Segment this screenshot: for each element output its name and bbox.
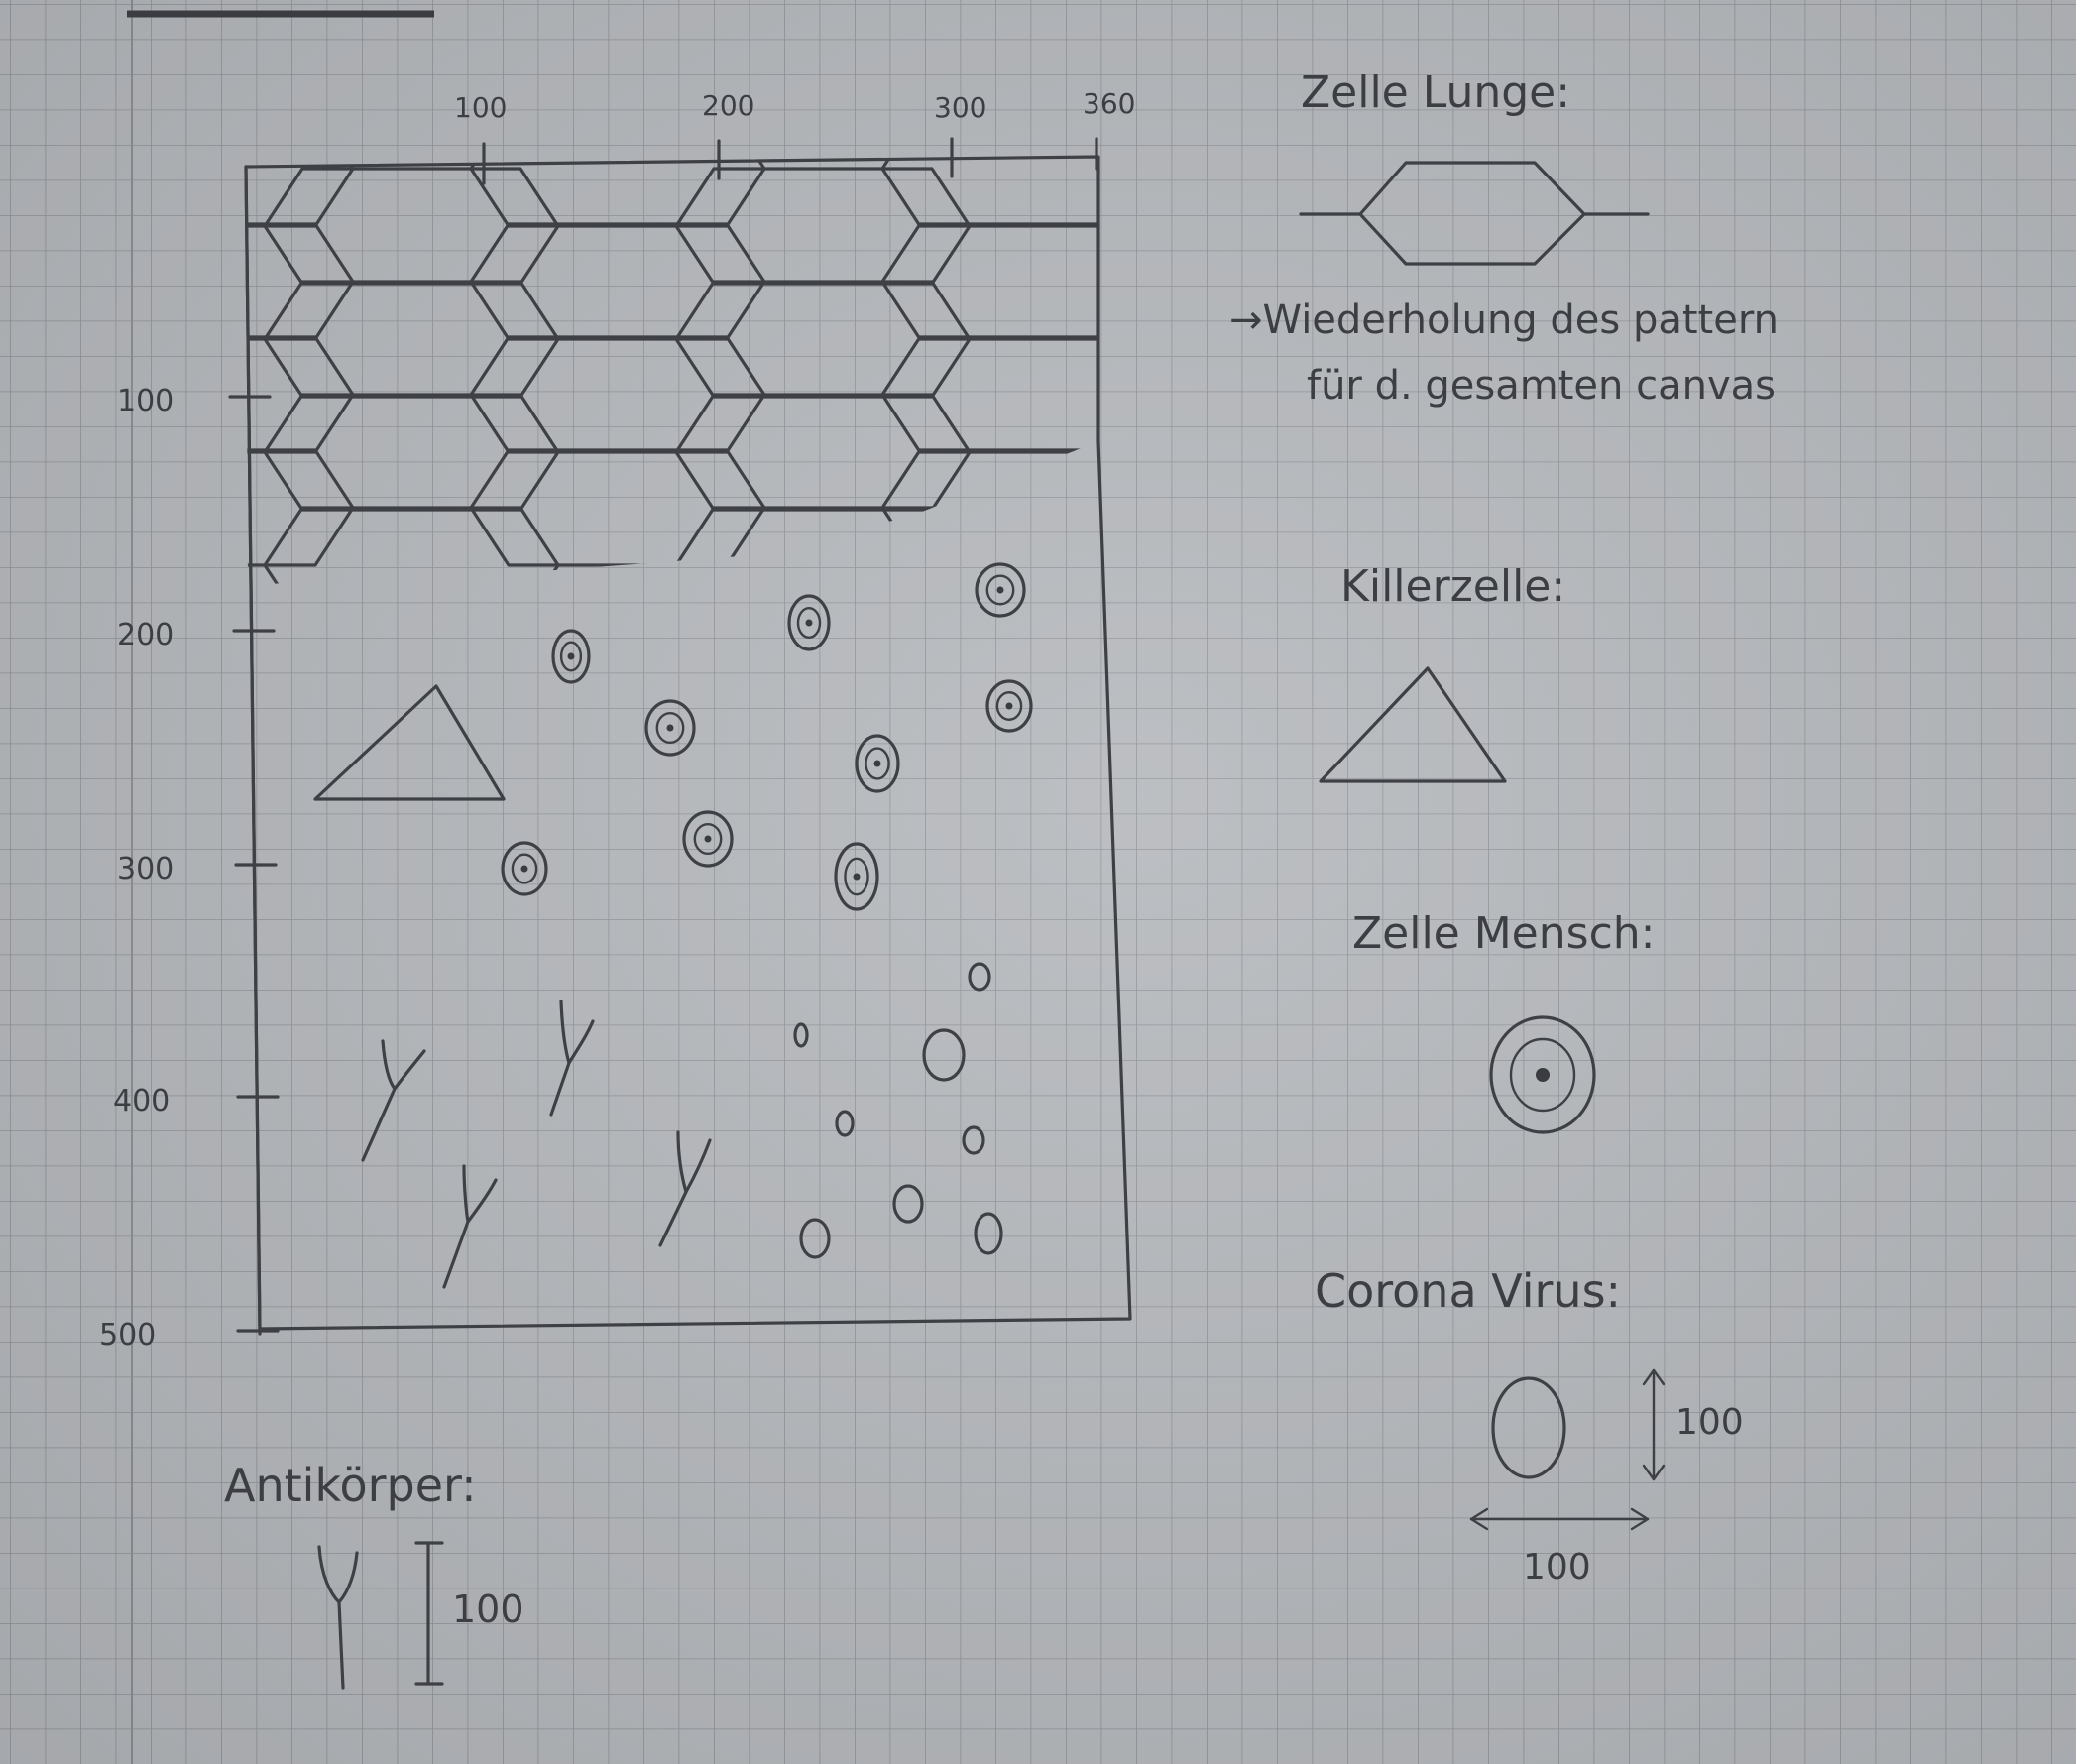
antibodies-on-canvas: [361, 1000, 712, 1289]
legend-corona-virus-icon: [1491, 1376, 1566, 1479]
antibody-2: [549, 1000, 595, 1117]
x-tick-label-300: 300: [934, 91, 986, 124]
human-cell: [501, 841, 548, 896]
y-tick-label-400: 400: [113, 1084, 170, 1118]
legend-human-cell-title: Zelle Mensch:: [1352, 908, 1655, 959]
x-axis-labels: 100 200 300 360: [454, 87, 1135, 124]
y-tick-label-300: 300: [117, 852, 173, 886]
legend-lung-cell: Zelle Lunge: →Wiederholung des pattern f…: [1229, 67, 1779, 409]
human-cell: [787, 594, 831, 651]
lung-cell-hexagon: [246, 335, 355, 454]
x-tick-label-200: 200: [702, 89, 754, 122]
y-tick-label-500: 500: [99, 1318, 156, 1352]
legend-corona-virus-title: Corona Virus:: [1315, 1264, 1621, 1318]
human-cells-on-canvas: [501, 562, 1033, 911]
human-cell: [855, 734, 900, 793]
human-cell: [975, 562, 1026, 618]
corona-virus: [968, 962, 991, 992]
legend-human-cell-icon: [1489, 1015, 1596, 1134]
legend-lung-cell-note-line1: →Wiederholung des pattern: [1229, 297, 1779, 343]
legend-corona-virus-height-arrow: [1642, 1368, 1666, 1481]
x-axis-ticks: [482, 137, 1098, 185]
legend-lung-cell-title: Zelle Lunge:: [1301, 67, 1570, 118]
lung-cell-hexagon: [246, 448, 355, 567]
x-tick-label-360: 360: [1083, 87, 1135, 120]
y-axis-ticks: [228, 395, 280, 1333]
lung-cell-hexagon: [469, 448, 766, 567]
human-cell: [644, 699, 696, 757]
legend-corona-virus-height-label: 100: [1675, 1402, 1744, 1443]
y-tick-label-200: 200: [117, 618, 173, 652]
y-axis-labels: 100 200 300 400 500: [99, 384, 173, 1352]
corona-virus: [962, 1125, 985, 1155]
human-cell: [985, 679, 1033, 733]
corona-virus: [799, 1218, 831, 1259]
corona-viruses-on-canvas: [793, 962, 1003, 1259]
legend-killer-cell-title: Killerzelle:: [1340, 561, 1565, 612]
legend-antibody-height-label: 100: [452, 1588, 524, 1631]
legend-antibody: Antikörper: 100: [224, 1459, 524, 1690]
legend-antibody-title: Antikörper:: [224, 1459, 477, 1512]
legend-corona-virus-width-label: 100: [1523, 1547, 1591, 1588]
corona-virus: [974, 1212, 1003, 1255]
legend-corona-virus: Corona Virus: 100 100: [1315, 1264, 1744, 1588]
antibody-1: [361, 1039, 426, 1162]
x-tick-label-100: 100: [454, 91, 507, 124]
antibody-4: [658, 1130, 712, 1247]
legend-lung-cell-note-line2: für d. gesamten canvas: [1307, 363, 1776, 409]
antibody-3: [442, 1164, 498, 1289]
corona-virus: [835, 1110, 855, 1137]
human-cell: [551, 629, 591, 684]
corona-virus: [892, 1184, 924, 1224]
legend-killer-cell: Killerzelle:: [1319, 561, 1565, 783]
canvas-frame: [244, 155, 1132, 1336]
lung-cell-hexagon: [246, 157, 355, 228]
legend-antibody-icon: [317, 1545, 359, 1690]
legend-human-cell: Zelle Mensch:: [1352, 908, 1655, 1134]
human-cell: [682, 810, 734, 868]
human-cell: [834, 842, 879, 911]
y-tick-label-100: 100: [117, 384, 173, 418]
lung-cell-hexagon: [246, 222, 355, 341]
legend-corona-virus-width-arrow: [1469, 1507, 1650, 1531]
corona-virus: [922, 1028, 966, 1082]
legend-lung-cell-hexagon-icon: [1299, 161, 1650, 266]
corona-virus: [793, 1022, 809, 1048]
killer-cell-on-canvas: [313, 684, 506, 801]
legend-killer-cell-triangle-icon: [1319, 666, 1507, 783]
legend-antibody-height-bracket: [414, 1541, 444, 1686]
